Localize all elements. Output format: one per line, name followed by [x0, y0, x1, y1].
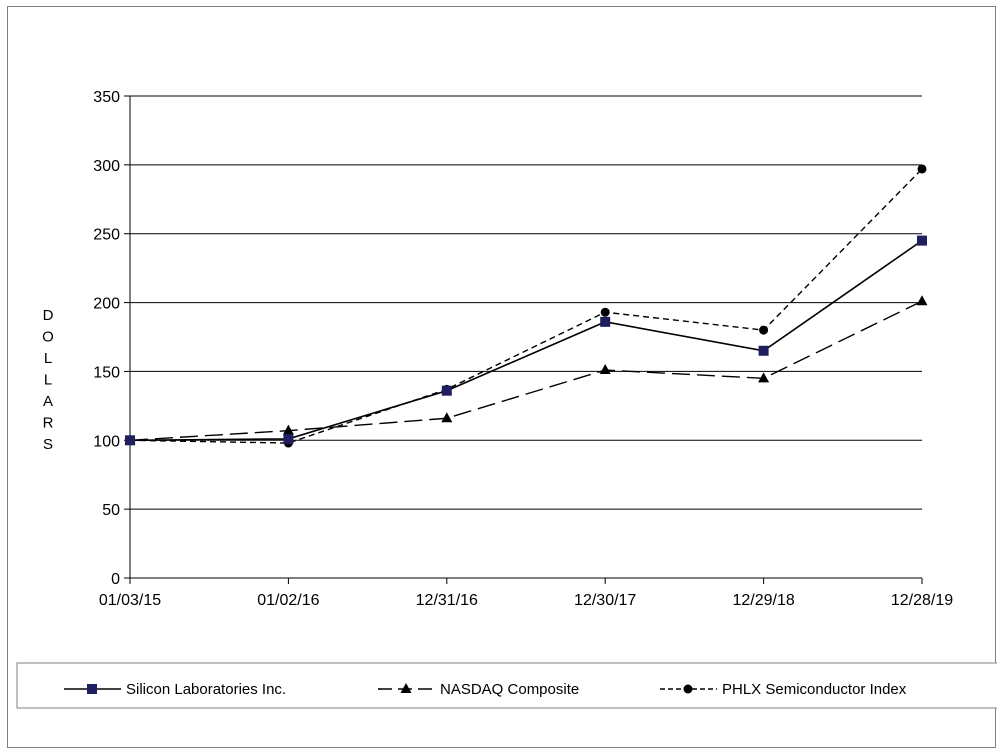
- legend-box: [16, 662, 997, 709]
- y-tick-label: 250: [93, 227, 120, 244]
- square-marker: [283, 433, 294, 444]
- x-tick-label: 12/30/17: [574, 592, 636, 609]
- y-tick-label: 50: [102, 502, 120, 519]
- series-line: [129, 239, 923, 442]
- circle-marker: [759, 325, 769, 335]
- x-tick-label: 12/28/19: [891, 592, 953, 609]
- triangle-marker: [400, 683, 412, 693]
- series-group: [124, 164, 928, 448]
- triangle-marker: [758, 372, 770, 383]
- triangle-marker: [441, 412, 453, 423]
- line-chart: 0 50 100 150 200 250 300 350 01/03/15 01/02/16 12…: [16, 89, 997, 709]
- x-tick-label: 01/02/16: [257, 592, 319, 609]
- legend-item: NASDAQ Composite: [378, 681, 579, 698]
- x-tick-label: 12/31/16: [416, 592, 478, 609]
- square-marker: [441, 385, 452, 396]
- series-silicon-laboratories-inc: [125, 235, 927, 446]
- series-line: [129, 300, 923, 441]
- y-tick-label: 0: [111, 571, 120, 588]
- y-tick-label: 150: [93, 364, 120, 381]
- triangle-marker: [599, 364, 611, 375]
- triangle-marker: [282, 424, 294, 435]
- series-phlx-semiconductor-index: [125, 164, 927, 448]
- circle-marker: [917, 164, 927, 174]
- square-marker: [125, 435, 135, 446]
- y-tick-label: 200: [93, 296, 120, 313]
- legend-item: Silicon Laboratories Inc.: [64, 681, 286, 698]
- grid-lines: [130, 95, 922, 510]
- y-tick-label: 300: [93, 158, 120, 175]
- chart-frame: 0 50 100 150 200 250 300 350 01/03/15 01/02/16 12…: [7, 6, 997, 748]
- axes: [124, 95, 923, 584]
- series-nasdaq-composite: [124, 295, 928, 445]
- legend: Silicon Laboratories Inc. NASDAQ Composit…: [16, 662, 997, 709]
- x-tick-labels: 01/03/15 01/02/16 12/31/16 12/30/17 12/29/18…: [99, 592, 953, 609]
- legend-item: PHLX Semiconductor Index: [660, 681, 907, 698]
- square-marker: [87, 684, 97, 694]
- square-marker: [917, 235, 927, 246]
- circle-marker: [600, 307, 610, 317]
- y-tick-label: 350: [93, 89, 120, 106]
- x-tick-label: 12/29/18: [732, 592, 794, 609]
- x-tick-label: 01/03/15: [99, 592, 161, 609]
- triangle-marker: [916, 295, 928, 306]
- legend-label: Silicon Laboratories Inc.: [126, 681, 286, 698]
- square-marker: [600, 316, 611, 327]
- legend-label: PHLX Semiconductor Index: [722, 681, 907, 698]
- y-tick-label: 100: [93, 433, 120, 450]
- y-tick-labels: 0 50 100 150 200 250 300 350: [93, 89, 120, 588]
- series-line: [129, 168, 923, 444]
- circle-marker: [683, 684, 693, 694]
- square-marker: [758, 345, 769, 356]
- legend-label: NASDAQ Composite: [440, 681, 579, 698]
